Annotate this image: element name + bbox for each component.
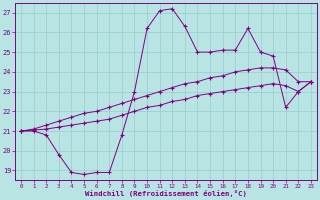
X-axis label: Windchill (Refroidissement éolien,°C): Windchill (Refroidissement éolien,°C) xyxy=(85,190,247,197)
